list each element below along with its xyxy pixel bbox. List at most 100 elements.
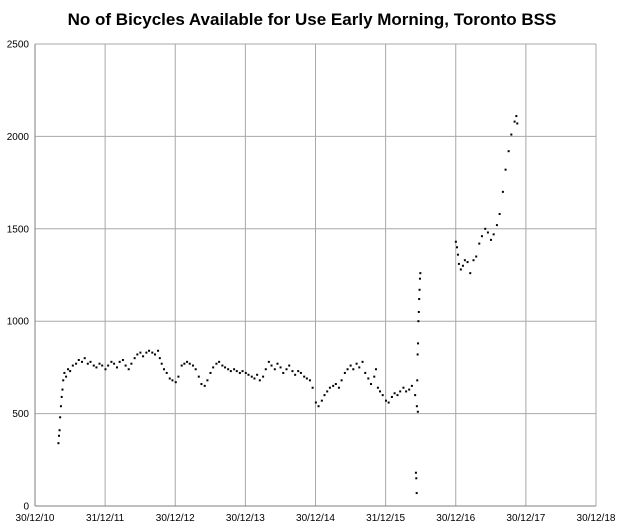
data-point xyxy=(393,392,396,395)
x-tick-label: 30/12/12 xyxy=(156,513,195,524)
data-point xyxy=(475,255,478,258)
x-tick-label: 30/12/18 xyxy=(577,513,616,524)
y-tick-label: 1500 xyxy=(7,224,30,235)
x-tick-label: 31/12/15 xyxy=(366,513,405,524)
data-point xyxy=(288,364,291,367)
data-point xyxy=(457,262,460,265)
data-point xyxy=(364,371,367,374)
data-point xyxy=(299,371,302,374)
data-point xyxy=(238,371,241,374)
data-point xyxy=(115,366,118,369)
data-point xyxy=(77,359,80,362)
data-point xyxy=(62,379,65,382)
data-point xyxy=(121,359,124,362)
data-point xyxy=(168,377,171,380)
data-point xyxy=(270,364,273,367)
data-point xyxy=(118,360,121,363)
data-point xyxy=(71,364,74,367)
data-point xyxy=(160,362,163,365)
data-point xyxy=(285,368,288,371)
data-point xyxy=(410,384,413,387)
data-point xyxy=(165,371,168,374)
data-point xyxy=(417,342,420,345)
data-point xyxy=(218,360,221,363)
data-point xyxy=(227,368,230,371)
data-point xyxy=(317,405,320,408)
data-point xyxy=(130,362,133,365)
data-point xyxy=(346,368,349,371)
data-point xyxy=(455,246,458,249)
data-point xyxy=(241,370,244,373)
data-point xyxy=(258,379,261,382)
data-point xyxy=(387,401,390,404)
axes xyxy=(34,44,596,507)
data-point xyxy=(323,394,326,397)
data-point xyxy=(379,390,382,393)
data-point xyxy=(294,373,297,376)
data-point xyxy=(328,386,331,389)
data-point xyxy=(367,377,370,380)
data-point xyxy=(303,375,306,378)
data-point xyxy=(177,375,180,378)
y-tick-label: 2500 xyxy=(7,40,30,51)
data-point xyxy=(113,362,116,365)
data-point xyxy=(83,357,86,360)
data-point xyxy=(320,399,323,402)
data-point xyxy=(110,360,113,363)
data-point xyxy=(264,368,267,371)
data-point xyxy=(472,259,475,262)
data-point xyxy=(276,362,279,365)
data-point xyxy=(136,353,139,356)
data-point xyxy=(200,383,203,386)
data-point xyxy=(75,362,78,365)
data-point xyxy=(148,349,151,352)
data-point xyxy=(215,362,218,365)
data-point xyxy=(399,390,402,393)
data-point xyxy=(349,364,352,367)
data-point xyxy=(224,366,227,369)
x-tick-label: 30/12/16 xyxy=(436,513,475,524)
data-point xyxy=(463,259,466,262)
data-point xyxy=(416,379,419,382)
data-point xyxy=(408,388,411,391)
y-tick-label: 500 xyxy=(12,409,29,420)
data-point xyxy=(69,370,72,373)
y-tick-label: 0 xyxy=(23,502,29,513)
data-point xyxy=(174,381,177,384)
data-point xyxy=(507,150,510,153)
data-point xyxy=(466,261,469,264)
y-tick-label: 1000 xyxy=(7,317,30,328)
data-point xyxy=(247,373,250,376)
data-point xyxy=(516,122,519,125)
tick-labels: 0 500 1000 1500 2000 2500 30/12/10 31/12/11 30/1… xyxy=(7,40,616,525)
data-point xyxy=(203,384,206,387)
data-point xyxy=(133,357,136,360)
data-point xyxy=(194,368,197,371)
data-point xyxy=(405,390,408,393)
data-point xyxy=(157,349,160,352)
data-point xyxy=(235,370,238,373)
data-point xyxy=(504,168,507,171)
data-point xyxy=(67,368,70,371)
data-point xyxy=(384,399,387,402)
data-point xyxy=(57,442,60,445)
data-point xyxy=(262,375,265,378)
data-point xyxy=(61,388,64,391)
data-point xyxy=(127,368,130,371)
data-point xyxy=(256,373,259,376)
data-point xyxy=(142,355,145,358)
data-point xyxy=(417,320,420,323)
data-point xyxy=(297,370,300,373)
data-point xyxy=(459,268,462,271)
data-point xyxy=(86,362,89,365)
data-point xyxy=(495,224,498,227)
data-point xyxy=(419,272,422,275)
data-point xyxy=(484,227,487,230)
data-point xyxy=(81,360,84,363)
data-point xyxy=(267,360,270,363)
data-point xyxy=(57,434,60,437)
data-point xyxy=(233,368,236,371)
data-point xyxy=(250,375,253,378)
data-point xyxy=(188,362,191,365)
